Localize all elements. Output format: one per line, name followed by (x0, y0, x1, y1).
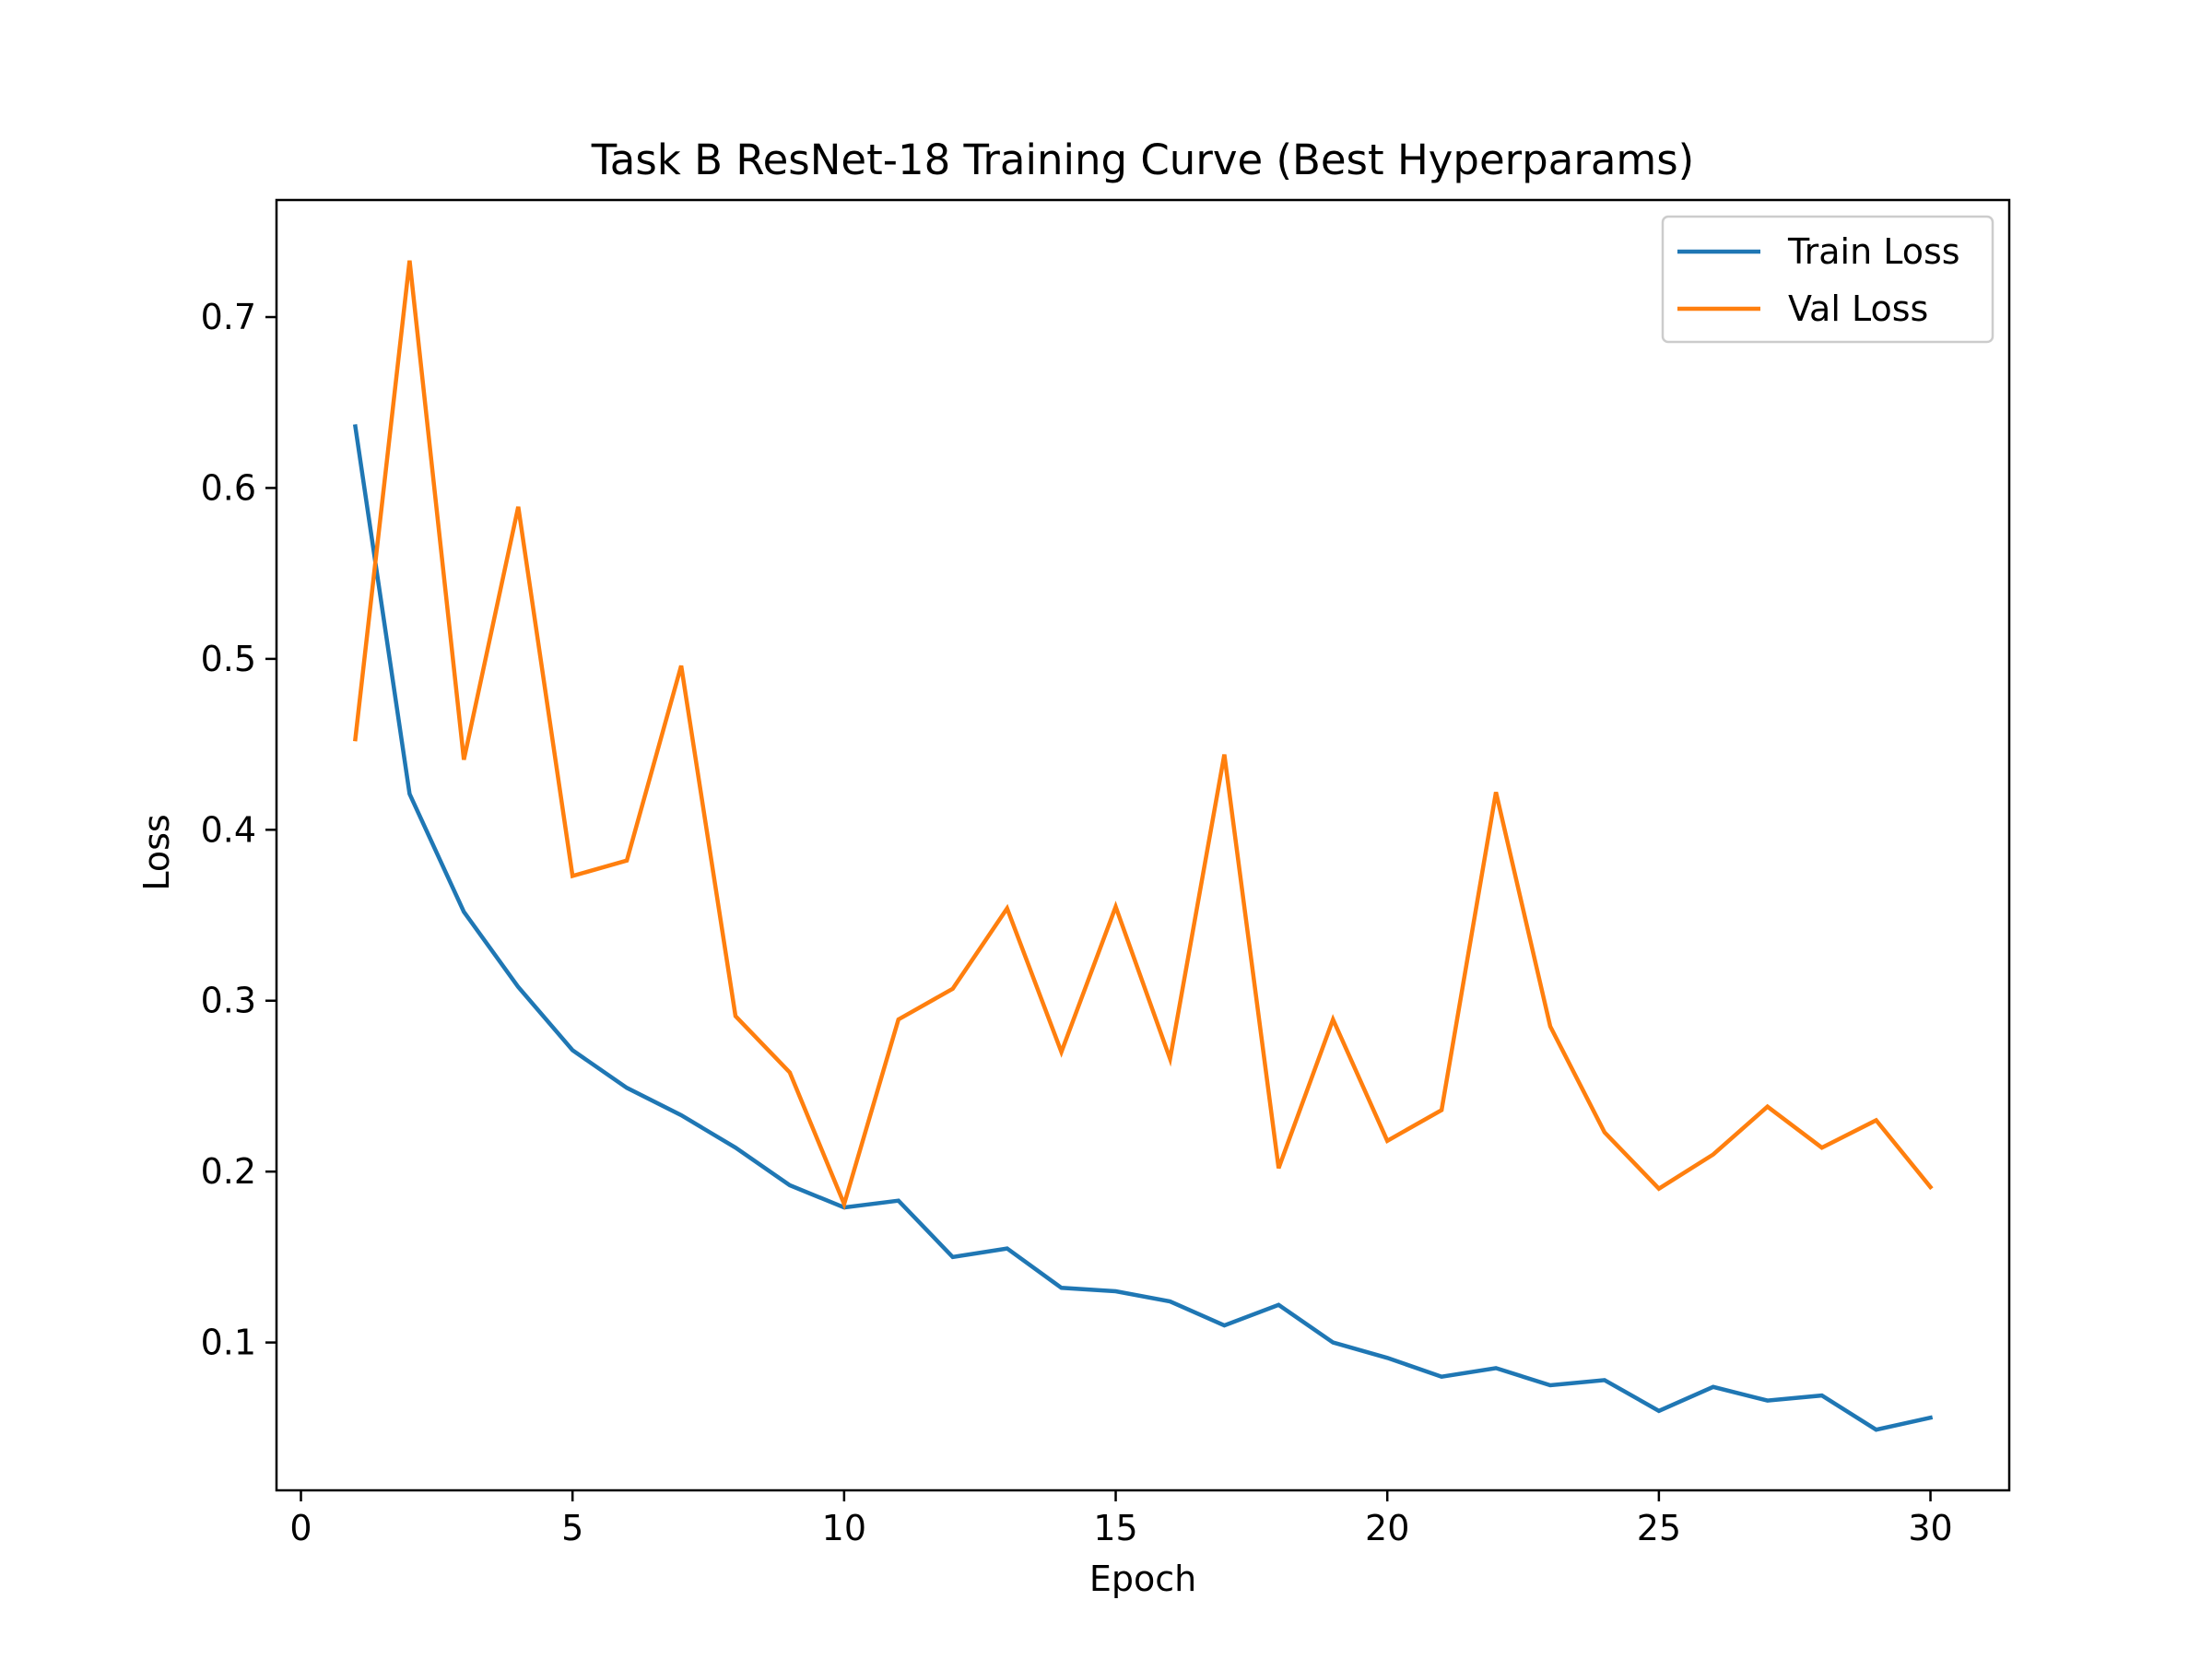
x-axis-ticks: 0 5 10 15 20 25 30 (289, 1490, 1953, 1548)
x-tick-label: 10 (822, 1508, 866, 1548)
y-tick-label: 0.4 (201, 809, 256, 850)
series-line-val-loss (353, 260, 1934, 1211)
x-tick-label: 20 (1365, 1508, 1409, 1548)
y-tick-label: 0.2 (201, 1151, 256, 1192)
x-tick-label: 30 (1908, 1508, 1952, 1548)
x-tick-label: 0 (289, 1508, 312, 1548)
x-axis-label: Epoch (1089, 1559, 1196, 1599)
legend-label: Train Loss (1787, 231, 1960, 272)
y-axis-label: Loss (136, 814, 177, 890)
y-tick-label: 0.7 (201, 297, 256, 337)
legend: Train Loss Val Loss (1661, 215, 1994, 344)
legend-label: Val Loss (1788, 288, 1928, 329)
x-tick-label: 25 (1637, 1508, 1681, 1548)
y-tick-label: 0.3 (201, 981, 256, 1021)
x-tick-label: 15 (1093, 1508, 1137, 1548)
y-axis-ticks: 0.1 0.2 0.3 0.4 0.5 0.6 0.7 (201, 297, 276, 1363)
y-tick-label: 0.6 (201, 467, 256, 508)
y-tick-label: 0.1 (201, 1323, 256, 1363)
axes-frame (275, 198, 2011, 1492)
x-tick-label: 5 (561, 1508, 583, 1548)
plot-area (275, 198, 2011, 1492)
chart-title: Task B ResNet-18 Training Curve (Best Hy… (591, 135, 1694, 184)
series-line-train-loss (352, 424, 1934, 1432)
y-tick-label: 0.5 (201, 639, 256, 679)
